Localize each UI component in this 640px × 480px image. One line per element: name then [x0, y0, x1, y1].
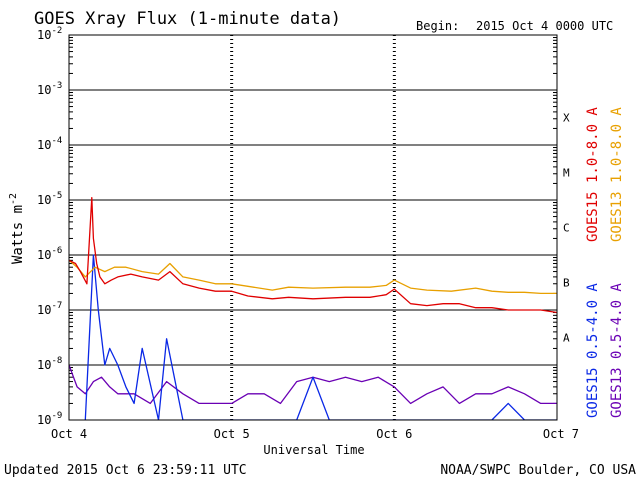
y-tick-labels: 10-910-810-710-610-510-410-310-2 — [37, 26, 62, 427]
flare-class-label: M — [563, 167, 570, 180]
series-line — [69, 364, 557, 405]
flare-class-label: A — [563, 332, 570, 345]
y-tick-label: 10-2 — [37, 26, 62, 42]
y-tick-label: 10-3 — [37, 81, 62, 97]
y-tick-label: 10-7 — [37, 301, 62, 317]
plot-frame — [68, 34, 558, 421]
series-lines — [69, 197, 557, 420]
x-tick-label: Oct 4 — [51, 427, 87, 441]
y-tick-label: 10-4 — [37, 136, 62, 152]
x-tick-label: Oct 6 — [376, 427, 412, 441]
y-tick-base: 10 — [37, 248, 51, 262]
legend-entry: GOES15 0.5-4.0 A — [585, 283, 601, 418]
y-tick-exp: -9 — [51, 411, 62, 421]
y-axis-label: Watts m — [10, 205, 26, 264]
y-tick-base: 10 — [37, 303, 51, 317]
legend-entry: GOES13 0.5-4.0 A — [609, 283, 625, 418]
chart-title: GOES Xray Flux (1-minute data) — [34, 9, 341, 29]
x-axis-title: Universal Time — [263, 443, 364, 457]
y-tick-exp: -3 — [51, 81, 62, 91]
flare-class-labels: A B C M X — [563, 112, 570, 345]
plot-area — [69, 197, 557, 420]
y-tick-exp: -7 — [51, 301, 62, 311]
y-tick-exp: -6 — [51, 246, 62, 256]
y-tick-base: 10 — [37, 28, 51, 42]
grid — [69, 34, 557, 421]
y-tick-label: 10-5 — [37, 191, 62, 207]
y-axis-title: Watts m-2 — [8, 193, 26, 264]
y-tick-label: 10-9 — [37, 411, 62, 427]
flare-class-label: C — [563, 222, 570, 235]
series-line — [69, 197, 557, 314]
y-tick-exp: -2 — [51, 26, 62, 36]
y-tick-exp: -4 — [51, 136, 62, 146]
series-line — [69, 259, 557, 295]
y-tick-label: 10-6 — [37, 246, 62, 262]
begin-value: 2015 Oct 4 0000 UTC — [476, 19, 613, 33]
y-tick-exp: -8 — [51, 356, 62, 366]
y-tick-exp: -5 — [51, 191, 62, 201]
y-axis-exp: -2 — [8, 193, 19, 205]
y-tick-label: 10-8 — [37, 356, 62, 372]
x-tick-label: Oct 5 — [214, 427, 250, 441]
legend-entry: GOES13 1.0-8.0 A — [609, 107, 625, 242]
y-tick-base: 10 — [37, 413, 51, 427]
y-tick-base: 10 — [37, 358, 51, 372]
x-tick-labels: Oct 4 Oct 5 Oct 6 Oct 7 — [51, 427, 579, 441]
updated-timestamp: Updated 2015 Oct 6 23:59:11 UTC — [4, 463, 247, 478]
series-line — [84, 254, 557, 420]
credit-text: NOAA/SWPC Boulder, CO USA — [440, 463, 636, 478]
flare-class-label: X — [563, 112, 570, 125]
x-tick-label: Oct 7 — [543, 427, 579, 441]
svg-text:Watts m-2: Watts m-2 — [8, 193, 26, 264]
legend-entry: GOES15 1.0-8.0 A — [585, 107, 601, 242]
flare-class-label: B — [563, 277, 570, 290]
y-tick-base: 10 — [37, 83, 51, 97]
begin-label: Begin: — [416, 19, 459, 33]
y-tick-base: 10 — [37, 193, 51, 207]
y-tick-base: 10 — [37, 138, 51, 152]
legend: GOES15 1.0-8.0 A GOES13 1.0-8.0 A GOES15 0… — [585, 107, 625, 418]
